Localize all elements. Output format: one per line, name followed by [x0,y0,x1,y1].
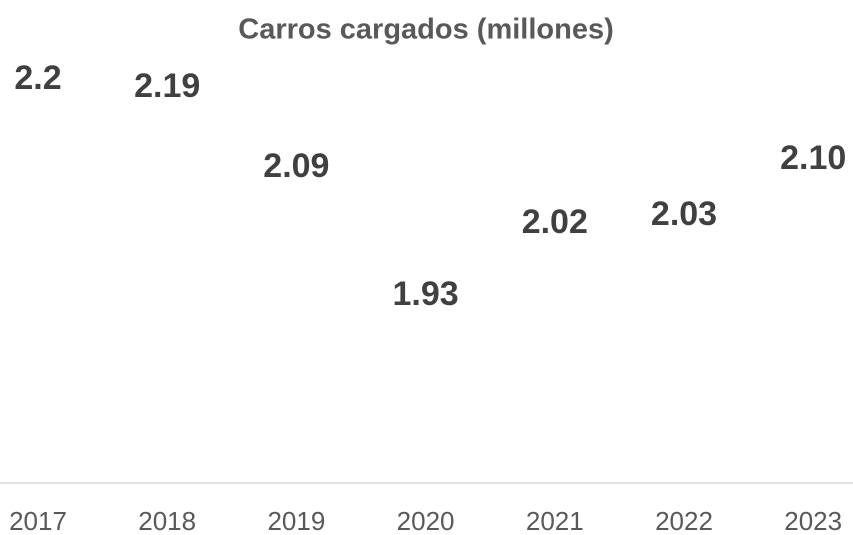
x-tick-label: 2020 [397,506,455,535]
data-label: 2.09 [263,147,329,185]
x-tick-label: 2022 [655,506,713,535]
x-tick-label: 2023 [784,506,842,535]
x-tick-label: 2018 [138,506,196,535]
data-label: 2.2 [14,59,61,97]
x-tick-label: 2021 [526,506,584,535]
data-label: 1.93 [393,275,459,313]
chart-title: Carros cargados (millones) [238,14,614,46]
x-tick-label: 2019 [267,506,325,535]
data-label: 2.03 [651,195,717,233]
data-label: 2.19 [134,67,200,105]
data-label: 2.02 [522,203,588,241]
x-tick-label: 2017 [9,506,67,535]
data-label: 2.10 [780,139,846,177]
